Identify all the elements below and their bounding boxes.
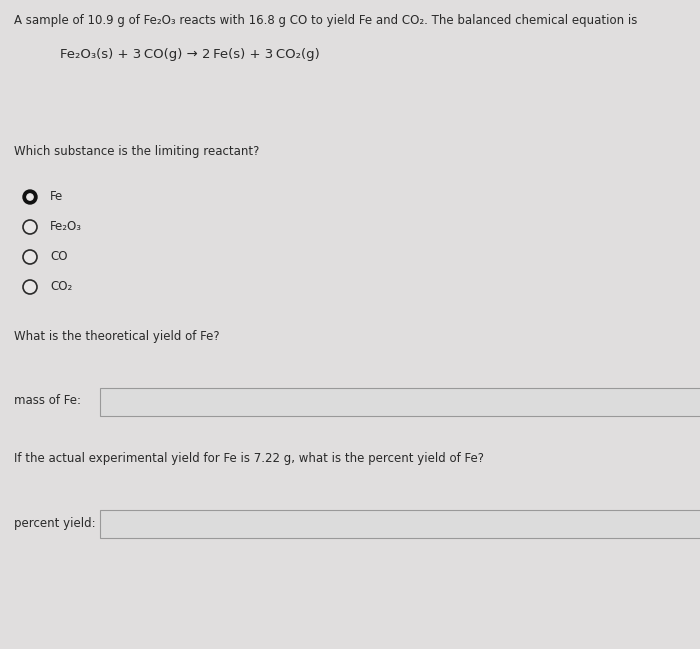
Text: Which substance is the limiting reactant?: Which substance is the limiting reactant… <box>14 145 260 158</box>
Circle shape <box>27 194 33 200</box>
Circle shape <box>23 220 37 234</box>
Text: CO: CO <box>50 251 67 263</box>
FancyBboxPatch shape <box>100 510 700 538</box>
Text: Fe: Fe <box>50 191 63 204</box>
Text: percent yield:: percent yield: <box>14 517 96 530</box>
Text: CO₂: CO₂ <box>50 280 72 293</box>
Circle shape <box>23 250 37 264</box>
Text: Fe₂O₃: Fe₂O₃ <box>50 221 82 234</box>
Circle shape <box>23 280 37 294</box>
Text: If the actual experimental yield for Fe is 7.22 g, what is the percent yield of : If the actual experimental yield for Fe … <box>14 452 484 465</box>
Text: Fe₂O₃(s) + 3 CO(g) → 2 Fe(s) + 3 CO₂(g): Fe₂O₃(s) + 3 CO(g) → 2 Fe(s) + 3 CO₂(g) <box>60 48 320 61</box>
Circle shape <box>23 190 37 204</box>
Text: A sample of 10.9 g of Fe₂O₃ reacts with 16.8 g CO to yield Fe and CO₂. The balan: A sample of 10.9 g of Fe₂O₃ reacts with … <box>14 14 638 27</box>
Text: mass of Fe:: mass of Fe: <box>14 395 81 408</box>
Text: What is the theoretical yield of Fe?: What is the theoretical yield of Fe? <box>14 330 220 343</box>
FancyBboxPatch shape <box>100 388 700 416</box>
